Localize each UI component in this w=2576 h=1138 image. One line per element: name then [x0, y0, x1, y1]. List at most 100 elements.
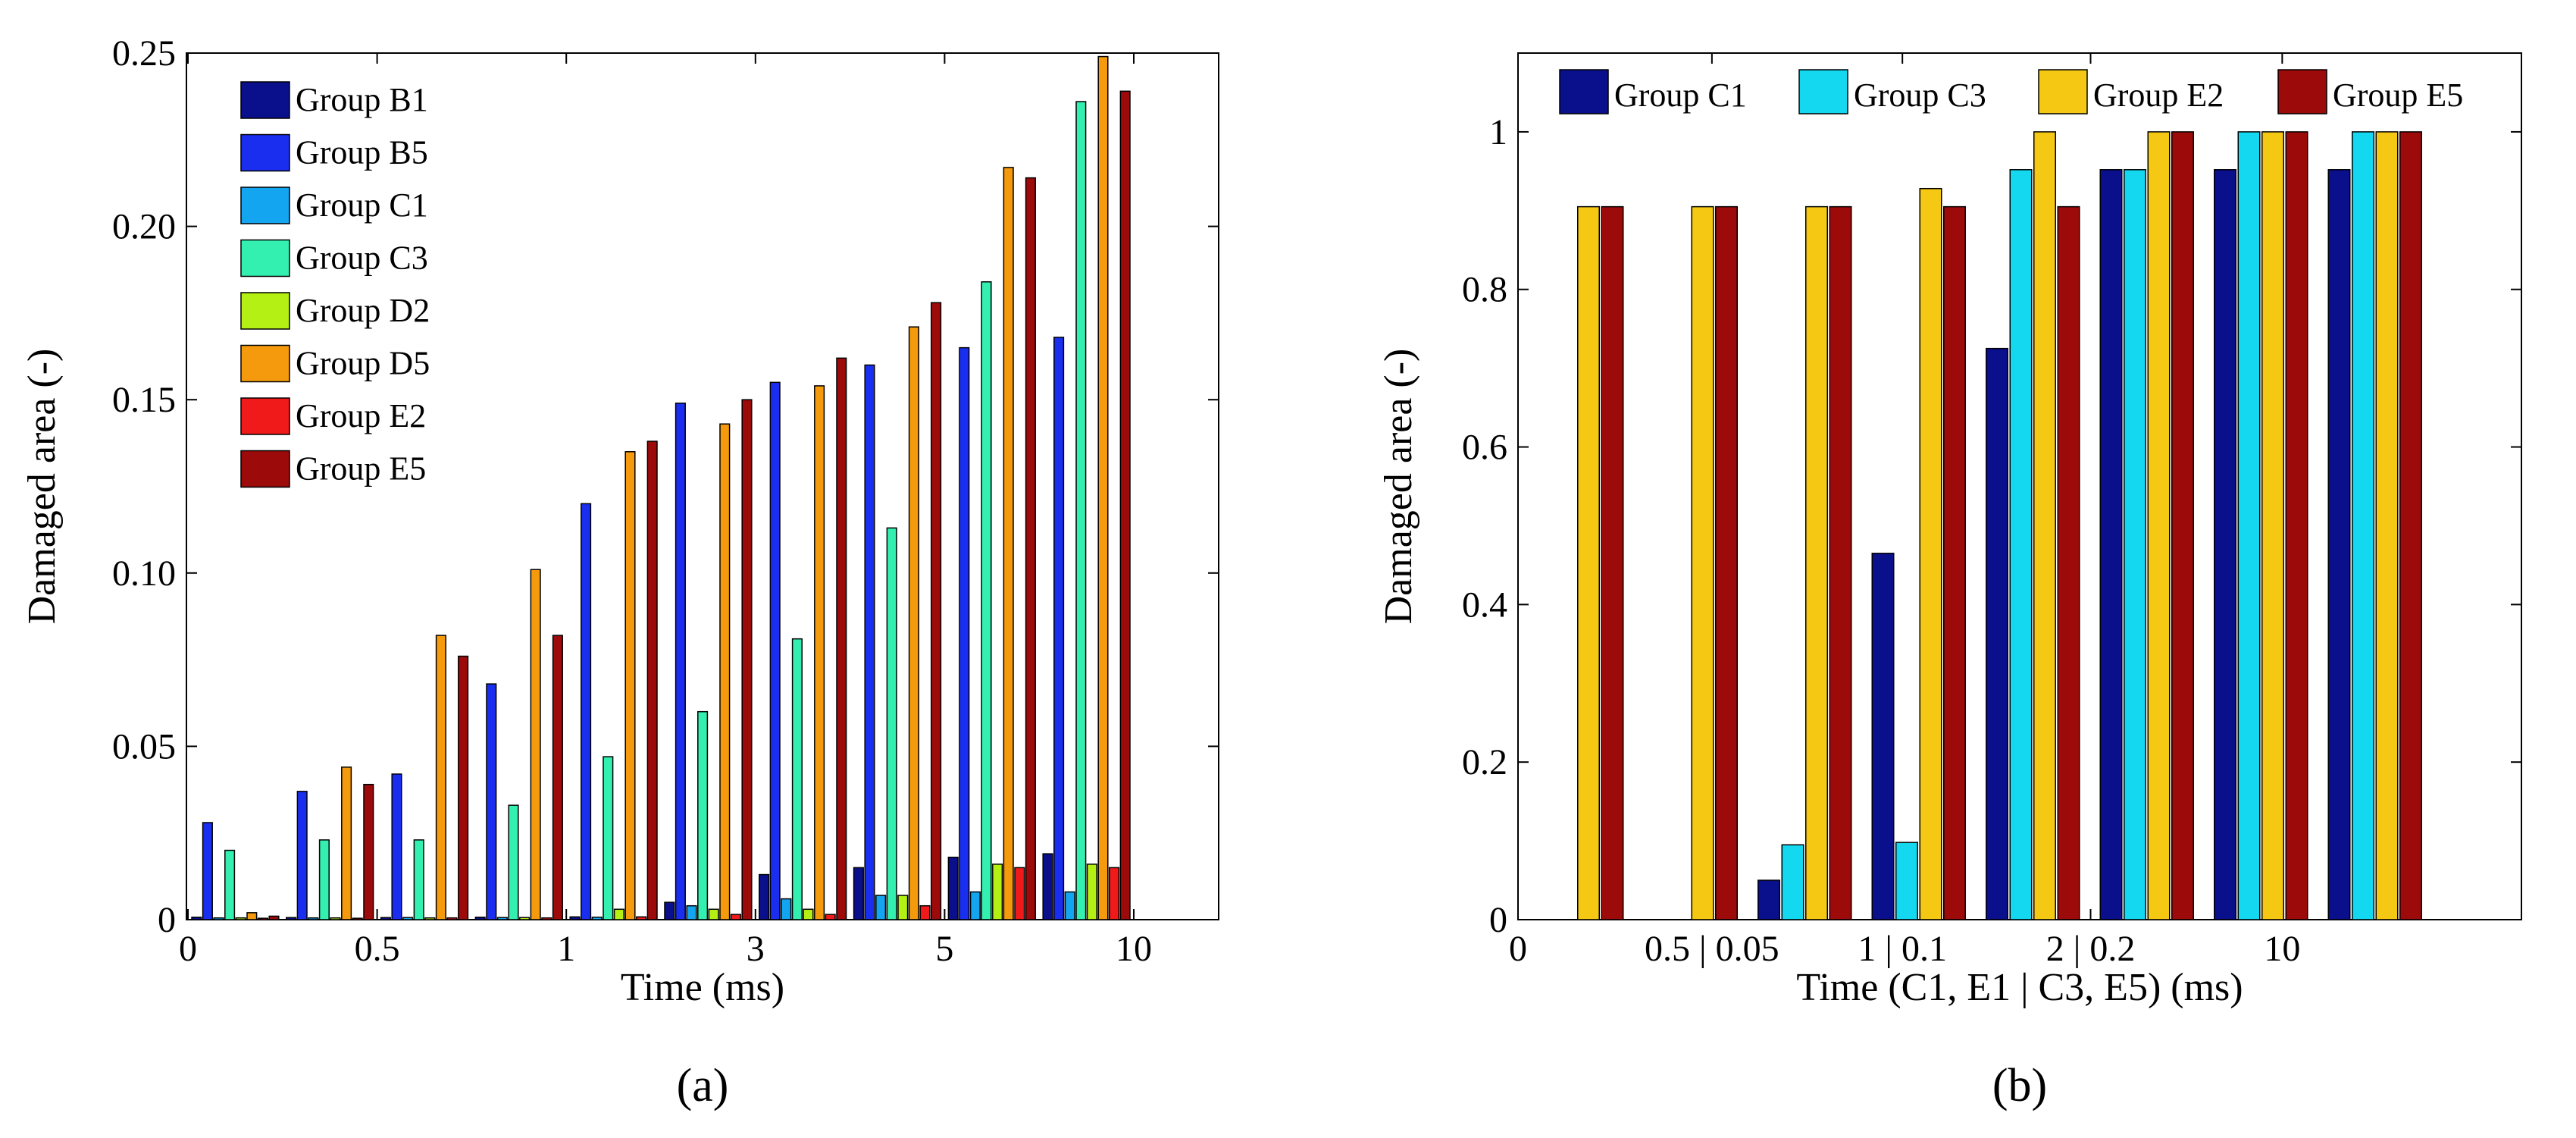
bar-group-d2 — [1086, 864, 1097, 920]
legend-label: Group E2 — [296, 397, 426, 434]
bar-group-b5 — [769, 381, 781, 920]
bar-group-e5 — [1943, 205, 1966, 920]
bar-group-c1 — [1064, 891, 1075, 920]
legend-label: Group E2 — [2093, 77, 2224, 114]
bar-group-e2 — [1109, 867, 1120, 920]
x-tick-label: 5 — [935, 929, 953, 969]
bar-group-c3 — [2009, 169, 2033, 920]
legend-swatch — [2038, 69, 2088, 114]
bar-group-b1 — [286, 917, 297, 920]
bar-group-b5 — [959, 346, 970, 920]
bar-group-c3 — [1075, 101, 1087, 920]
legend-swatch — [240, 292, 290, 330]
legend-a: Group B1 Group B5 Group C1 Group C3 Group D2… — [240, 81, 430, 488]
bar-group-d5 — [814, 385, 825, 920]
panel-label-a: (a) — [677, 1060, 729, 1111]
bar-group-b1 — [474, 917, 486, 920]
x-tick-label: 0.5 — [355, 929, 400, 969]
bar-group-b5 — [1053, 337, 1065, 920]
bar-group-d2 — [424, 917, 436, 920]
legend-b: Group C1 Group C3 Group E2 Group E5 — [1559, 69, 2463, 114]
bar-group-d2 — [897, 895, 909, 920]
legend-swatch — [2277, 69, 2327, 114]
bar-group-e5 — [1119, 90, 1131, 920]
panel-label-b: (b) — [1992, 1060, 2047, 1111]
bar-group-e2 — [446, 917, 458, 920]
bar-group-e5 — [1715, 205, 1738, 920]
bar-group-e2 — [541, 917, 552, 920]
y-tick-label: 0.15 — [112, 380, 176, 420]
bar-group-e5 — [2399, 131, 2422, 920]
bar-group-e5 — [741, 399, 753, 920]
y-tick-label: 0.2 — [1462, 742, 1507, 782]
bar-group-c3 — [318, 839, 330, 920]
bar-group-e5 — [1829, 205, 1852, 920]
bar-group-e2 — [1577, 205, 1600, 920]
bar-group-b5 — [675, 403, 686, 920]
bar-group-e5 — [552, 635, 563, 920]
y-tick-label: 0.25 — [112, 33, 176, 74]
bar-group-e2 — [257, 917, 268, 920]
legend-label: Group E5 — [296, 450, 426, 487]
bar-group-d5 — [719, 423, 731, 920]
bar-group-b1 — [569, 916, 581, 920]
bar-group-c3 — [2124, 169, 2146, 920]
bar-group-c1 — [686, 904, 697, 920]
bar-group-e5 — [1025, 177, 1036, 920]
bar-group-e2 — [2147, 131, 2171, 920]
y-tick-label: 0.8 — [1462, 270, 1507, 310]
bar-group-e5 — [458, 655, 469, 920]
bar-group-c3 — [886, 527, 897, 920]
x-tick-label: 3 — [747, 929, 765, 969]
x-axis-label-a: Time (ms) — [621, 966, 784, 1009]
bar-group-c3 — [2352, 131, 2374, 920]
bar-group-e2 — [730, 914, 741, 920]
bar-group-c1 — [1986, 347, 2008, 920]
bar-group-e2 — [2375, 131, 2399, 920]
bar-group-c3 — [2237, 131, 2261, 920]
bar-group-c1 — [2099, 169, 2123, 920]
bar-group-e2 — [919, 904, 931, 920]
bar-group-b1 — [664, 901, 675, 920]
legend-label: Group C1 — [296, 187, 428, 224]
bar-group-b5 — [202, 822, 213, 920]
bar-group-d5 — [246, 912, 258, 920]
bar-group-d2 — [708, 908, 719, 920]
bar-group-c3 — [508, 804, 519, 920]
y-tick-label: 0 — [158, 900, 176, 940]
bar-group-c3 — [603, 756, 614, 920]
x-tick-label: 0 — [1509, 929, 1527, 969]
bar-group-b5 — [296, 791, 308, 920]
bar-group-e2 — [352, 917, 363, 920]
bar-group-c1 — [2214, 169, 2236, 920]
bar-group-c1 — [1758, 879, 1780, 920]
legend-label: Group E5 — [2333, 77, 2463, 114]
x-tick-label: 1 | 0.1 — [1858, 929, 1947, 969]
bar-group-d2 — [519, 917, 531, 920]
x-tick-label: 2 | 0.2 — [2046, 929, 2136, 969]
bar-group-e5 — [268, 915, 280, 920]
legend-label: Group D5 — [296, 345, 430, 382]
legend-swatch — [240, 397, 290, 435]
bar-group-d5 — [435, 635, 446, 920]
y-tick-label: 0.4 — [1462, 585, 1507, 625]
legend-swatch — [240, 450, 290, 488]
bar-group-c3 — [1781, 844, 1804, 920]
legend-swatch — [240, 239, 290, 277]
bar-group-c3 — [224, 849, 236, 920]
bar-group-b1 — [759, 873, 770, 920]
bar-group-e5 — [2057, 205, 2080, 920]
bar-group-c3 — [697, 710, 709, 920]
legend-label: Group B1 — [296, 81, 428, 118]
x-tick-label: 1 — [557, 929, 575, 969]
bar-group-b5 — [581, 503, 592, 920]
y-tick-label: 0.6 — [1462, 428, 1507, 468]
bar-group-e5 — [2171, 131, 2194, 920]
bar-group-e2 — [2033, 131, 2056, 920]
x-tick-label: 0 — [179, 929, 197, 969]
bar-group-b1 — [1042, 853, 1053, 920]
bar-group-e2 — [2261, 131, 2284, 920]
bar-group-b1 — [853, 867, 864, 920]
bar-group-b1 — [191, 917, 202, 920]
